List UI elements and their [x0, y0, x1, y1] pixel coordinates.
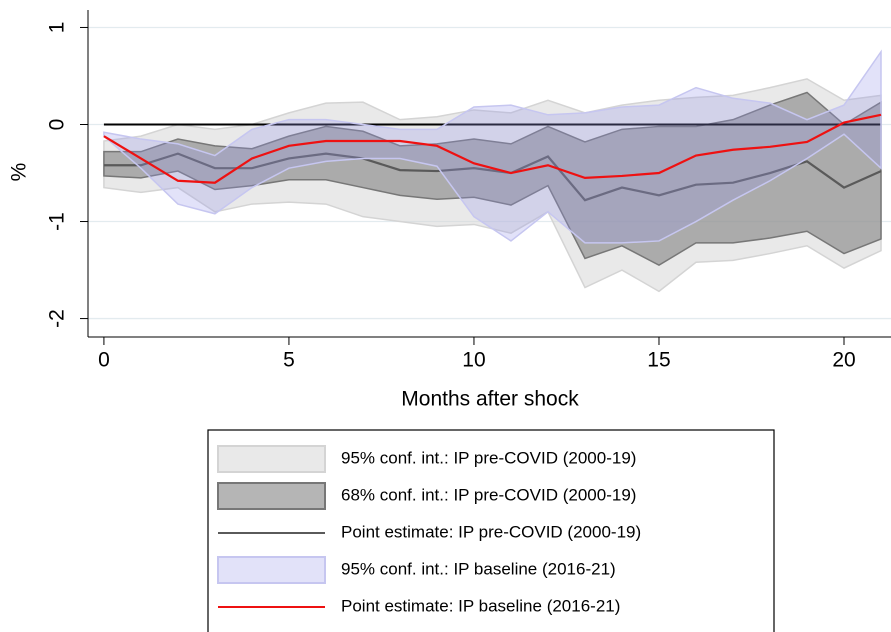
line: [103, 113, 882, 184]
x-tick-label: 0: [98, 349, 110, 372]
legend-swatch: [217, 482, 326, 510]
legend-swatch: [217, 556, 326, 584]
x-tick-label: 20: [832, 349, 855, 372]
y-axis-label: %: [8, 163, 31, 182]
x-tick-label: 10: [462, 349, 485, 372]
legend-label: 68% conf. int.: IP pre-COVID (2000-19): [341, 485, 636, 504]
x-axis-label: Months after shock: [401, 388, 579, 411]
y-tick-label: 1: [46, 22, 69, 34]
confidence-band: [103, 49, 882, 244]
confidence-band: [103, 91, 882, 267]
y-tick-label: -1: [46, 212, 69, 231]
legend-label: 95% conf. int.: IP baseline (2016-21): [341, 559, 616, 578]
x-tick-label: 5: [283, 349, 295, 372]
x-tick-label: 15: [647, 349, 670, 372]
legend-label: 95% conf. int.: IP pre-COVID (2000-19): [341, 448, 636, 467]
legend-label: Point estimate: IP pre-COVID (2000-19): [341, 522, 641, 541]
legend-label: Point estimate: IP baseline (2016-21): [341, 596, 620, 615]
y-tick-label: -2: [46, 309, 69, 328]
legend-swatch: [217, 445, 326, 473]
line: [103, 152, 882, 202]
y-tick-label: 0: [46, 119, 69, 131]
